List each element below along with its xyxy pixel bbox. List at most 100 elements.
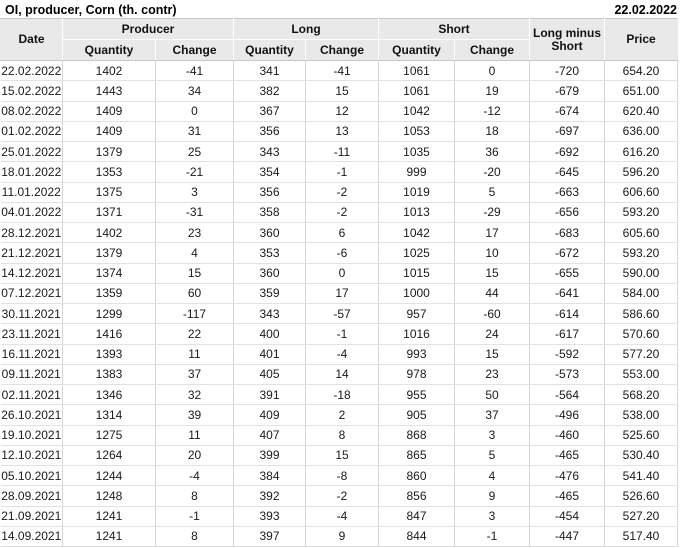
long-change-cell: 8 bbox=[305, 425, 380, 446]
table-row: 11.01.2022 1375 3 356 -2 1019 5 -663 606.60 bbox=[0, 182, 679, 203]
short-change-cell: 23 bbox=[454, 364, 531, 386]
col-header-producer-quantity: Quantity bbox=[62, 39, 156, 61]
producer-quantity-cell: 1375 bbox=[62, 182, 156, 203]
long-change-cell: 12 bbox=[305, 101, 380, 122]
short-change-cell: 36 bbox=[454, 141, 531, 163]
table-row: 23.11.2021 1416 22 400 -1 1016 24 -617 570.60 bbox=[0, 323, 679, 345]
short-change-cell: 0 bbox=[454, 60, 531, 82]
col-header-short-quantity: Quantity bbox=[378, 39, 456, 61]
price-cell: 593.20 bbox=[604, 202, 679, 224]
table-row: 21.09.2021 1241 -1 393 -4 847 3 -454 527.20 bbox=[0, 506, 679, 527]
long-minus-short-cell: -573 bbox=[529, 364, 606, 386]
date-cell: 25.01.2022 bbox=[0, 141, 63, 163]
producer-change-cell: 23 bbox=[155, 222, 234, 244]
long-change-cell: 0 bbox=[305, 263, 380, 284]
price-cell: 606.60 bbox=[604, 182, 679, 203]
table-row: 14.09.2021 1241 8 397 9 844 -1 -447 517.40 bbox=[0, 526, 679, 548]
long-minus-short-cell: -454 bbox=[529, 506, 606, 527]
long-change-cell: -2 bbox=[305, 202, 380, 224]
short-change-cell: 10 bbox=[454, 242, 531, 264]
table-row: 19.10.2021 1275 11 407 8 868 3 -460 525.60 bbox=[0, 425, 679, 446]
long-quantity-cell: 400 bbox=[233, 323, 306, 345]
table-row: 22.02.2022 1402 -41 341 -41 1061 0 -720 654.20 bbox=[0, 60, 679, 82]
col-header-long: Long bbox=[232, 18, 380, 40]
table-row: 28.09.2021 1248 8 392 -2 856 9 -465 526.60 bbox=[0, 485, 679, 507]
long-change-cell: -4 bbox=[305, 344, 380, 365]
producer-quantity-cell: 1248 bbox=[62, 485, 156, 507]
table-row: 25.01.2022 1379 25 343 -11 1035 36 -692 616.20 bbox=[0, 141, 679, 163]
date-cell: 12.10.2021 bbox=[0, 445, 63, 467]
long-quantity-cell: 397 bbox=[233, 526, 306, 548]
long-quantity-cell: 367 bbox=[233, 101, 306, 122]
long-change-cell: -8 bbox=[305, 465, 380, 487]
producer-quantity-cell: 1443 bbox=[62, 80, 156, 102]
price-cell: 584.00 bbox=[604, 283, 679, 305]
date-cell: 07.12.2021 bbox=[0, 283, 63, 305]
short-quantity-cell: 1061 bbox=[378, 60, 456, 82]
short-quantity-cell: 957 bbox=[378, 303, 456, 325]
short-quantity-cell: 1053 bbox=[378, 121, 456, 143]
price-cell: 586.60 bbox=[604, 303, 679, 325]
date-cell: 02.11.2021 bbox=[0, 384, 63, 406]
long-change-cell: -4 bbox=[305, 506, 380, 527]
short-quantity-cell: 1000 bbox=[378, 283, 456, 305]
short-change-cell: 5 bbox=[454, 182, 531, 203]
short-change-cell: -20 bbox=[454, 161, 531, 183]
producer-quantity-cell: 1393 bbox=[62, 344, 156, 365]
date-cell: 15.02.2022 bbox=[0, 80, 63, 102]
table-row: 14.12.2021 1374 15 360 0 1015 15 -655 590.00 bbox=[0, 263, 679, 284]
producer-change-cell: -4 bbox=[155, 465, 234, 487]
short-change-cell: 15 bbox=[454, 263, 531, 284]
date-cell: 14.12.2021 bbox=[0, 263, 63, 284]
price-cell: 636.00 bbox=[604, 121, 679, 143]
short-quantity-cell: 847 bbox=[378, 506, 456, 527]
price-cell: 530.40 bbox=[604, 445, 679, 467]
price-cell: 577.20 bbox=[604, 344, 679, 365]
long-quantity-cell: 401 bbox=[233, 344, 306, 365]
producer-quantity-cell: 1346 bbox=[62, 384, 156, 406]
long-minus-short-cell: -564 bbox=[529, 384, 606, 406]
long-minus-short-cell: -655 bbox=[529, 263, 606, 284]
long-minus-short-cell: -672 bbox=[529, 242, 606, 264]
producer-quantity-cell: 1299 bbox=[62, 303, 156, 325]
long-change-cell: 9 bbox=[305, 526, 380, 548]
date-cell: 04.01.2022 bbox=[0, 202, 63, 224]
producer-change-cell: 31 bbox=[155, 121, 234, 143]
price-cell: 616.20 bbox=[604, 141, 679, 163]
table-row: 02.11.2021 1346 32 391 -18 955 50 -564 568.20 bbox=[0, 384, 679, 406]
long-change-cell: -2 bbox=[305, 485, 380, 507]
producer-change-cell: 15 bbox=[155, 263, 234, 284]
table-row: 01.02.2022 1409 31 356 13 1053 18 -697 636.00 bbox=[0, 121, 679, 143]
short-quantity-cell: 1025 bbox=[378, 242, 456, 264]
date-cell: 19.10.2021 bbox=[0, 425, 63, 446]
short-quantity-cell: 978 bbox=[378, 364, 456, 386]
short-quantity-cell: 1035 bbox=[378, 141, 456, 163]
long-quantity-cell: 353 bbox=[233, 242, 306, 264]
long-change-cell: -41 bbox=[305, 60, 380, 82]
short-quantity-cell: 999 bbox=[378, 161, 456, 183]
long-quantity-cell: 391 bbox=[233, 384, 306, 406]
long-quantity-cell: 358 bbox=[233, 202, 306, 224]
date-cell: 09.11.2021 bbox=[0, 364, 63, 386]
table-row: 08.02.2022 1409 0 367 12 1042 -12 -674 620.40 bbox=[0, 101, 679, 122]
date-cell: 01.02.2022 bbox=[0, 121, 63, 143]
long-change-cell: -18 bbox=[305, 384, 380, 406]
short-quantity-cell: 955 bbox=[378, 384, 456, 406]
producer-change-cell: 39 bbox=[155, 404, 234, 426]
date-cell: 21.09.2021 bbox=[0, 506, 63, 527]
long-change-cell: 2 bbox=[305, 404, 380, 426]
short-change-cell: -12 bbox=[454, 101, 531, 122]
producer-change-cell: -21 bbox=[155, 161, 234, 183]
long-quantity-cell: 343 bbox=[233, 141, 306, 163]
producer-quantity-cell: 1264 bbox=[62, 445, 156, 467]
long-minus-short-cell: -663 bbox=[529, 182, 606, 203]
short-change-cell: 19 bbox=[454, 80, 531, 102]
short-quantity-cell: 1042 bbox=[378, 101, 456, 122]
producer-quantity-cell: 1409 bbox=[62, 101, 156, 122]
short-quantity-cell: 1042 bbox=[378, 222, 456, 244]
producer-change-cell: -41 bbox=[155, 60, 234, 82]
long-change-cell: 14 bbox=[305, 364, 380, 386]
long-change-cell: -11 bbox=[305, 141, 380, 163]
col-header-producer-change: Change bbox=[155, 39, 234, 61]
short-quantity-cell: 905 bbox=[378, 404, 456, 426]
